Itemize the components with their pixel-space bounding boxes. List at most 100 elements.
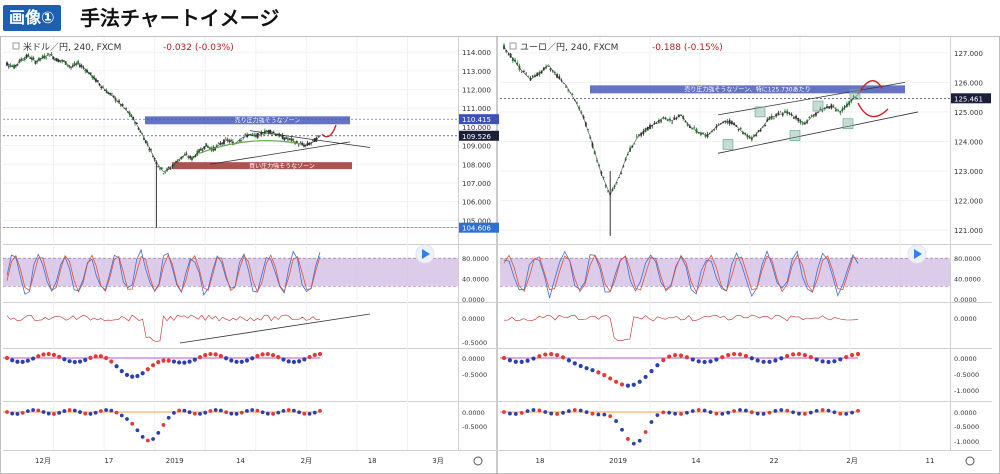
osc3-dot [779,408,784,412]
candle-body [100,86,103,89]
play-icon[interactable] [422,249,430,259]
candle-body [527,75,530,77]
forecast-arrow-up [857,80,883,95]
osc2-dot [737,352,743,357]
candle-body [587,129,589,130]
time-tick-label: 11 [926,457,935,465]
expand-icon[interactable] [509,42,517,50]
candle-body [45,57,48,59]
candle-body [622,165,625,167]
candle-body [655,123,658,124]
osc3-dot [714,411,719,416]
osc3-tick-label: -1.0000 [954,438,979,446]
price-tag-label: 104.606 [462,225,491,233]
osc3-dot [125,417,129,421]
osc2-dot [150,363,156,368]
candle-body [194,155,197,157]
candle-body [29,58,32,60]
candle-body [781,113,784,116]
candle-body [627,154,629,156]
candle-body [164,171,167,173]
osc3-dot [785,408,790,413]
osc3-dot [838,411,843,416]
osc2-dot [507,358,512,363]
time-tick-label: 22 [770,457,779,465]
osc2-dot [239,359,244,364]
osc2-dot [796,351,802,357]
candle-body [68,66,71,67]
candle-body [87,72,90,75]
candle-body [523,70,525,72]
osc2-dot [161,358,166,363]
candle-body [244,134,247,135]
osc3-dot [46,411,51,416]
osc3-dot [673,411,677,416]
osc2-dot [265,351,270,357]
osc2-dot [156,360,161,365]
osc2-dot [761,359,766,364]
osc3-dot [67,408,72,412]
candle-body [713,129,716,131]
touch-point-marker [722,139,734,150]
osc3-tick-label: -0.5000 [462,423,487,431]
candle-body [810,114,813,116]
osc3-dot [732,409,736,413]
osc2-dot [767,359,772,364]
chart-panel-1: 114.000 113.000 112.000 111.000 110.000 109.0… [3,37,500,466]
osc2-dot [182,360,187,365]
price-tick-label: 107.000 [462,180,491,188]
settings-gear-icon[interactable] [965,456,975,466]
price-tick-label: 121.000 [954,227,983,235]
osc2-dot [625,383,631,388]
time-tick-label: 2019 [609,457,627,465]
osc3-dot [631,441,636,446]
osc2-dot [83,357,88,363]
osc3-dot [161,423,166,427]
play-icon[interactable] [914,249,922,259]
osc3-dot [224,410,229,415]
osc3-dot [720,412,725,416]
osc2-dot [537,354,542,359]
price-tag-label: 109.526 [462,133,491,141]
osc3-dot [255,408,260,413]
price-series-line [6,53,321,173]
osc2-dot [560,355,566,360]
candle-body [201,150,204,151]
osc3-dot [318,408,322,413]
osc2-dot [187,359,192,364]
osc3-dot [250,408,255,412]
osc3-dot [271,411,275,416]
candle-body [111,93,113,95]
chart-panel-2: 127.000 126.000 125.000 124.000 123.000 122.0… [500,37,992,466]
osc2-dot [208,351,213,357]
osc3-dot [773,409,778,413]
candle-body [748,136,751,139]
candle-body [162,173,165,175]
osc3-dot [265,411,270,416]
osc3-dot [20,410,25,415]
expand-icon[interactable] [12,42,20,50]
candle-body [207,146,209,148]
osc2-dot [62,357,67,362]
candle-body [107,92,110,94]
candle-body [96,80,99,82]
candle-body [23,58,26,60]
candle-body [38,57,40,61]
candle-body [290,137,293,142]
osc3-dot [655,413,660,417]
osc2-dot [177,360,182,365]
candle-body [7,65,10,67]
osc2-dot [297,359,302,364]
candle-body [779,111,782,113]
osc2-dot [814,357,819,362]
price-series-line [503,46,859,196]
candle-body [54,58,56,61]
osc3-dot [620,427,624,432]
candle-body [514,60,516,62]
settings-gear-icon[interactable] [473,456,483,466]
candle-body [558,76,561,79]
candle-body [503,45,505,47]
price-tick-label: 109.000 [462,143,491,151]
candle-body [167,167,170,169]
price-tick-label: 112.000 [462,87,491,95]
